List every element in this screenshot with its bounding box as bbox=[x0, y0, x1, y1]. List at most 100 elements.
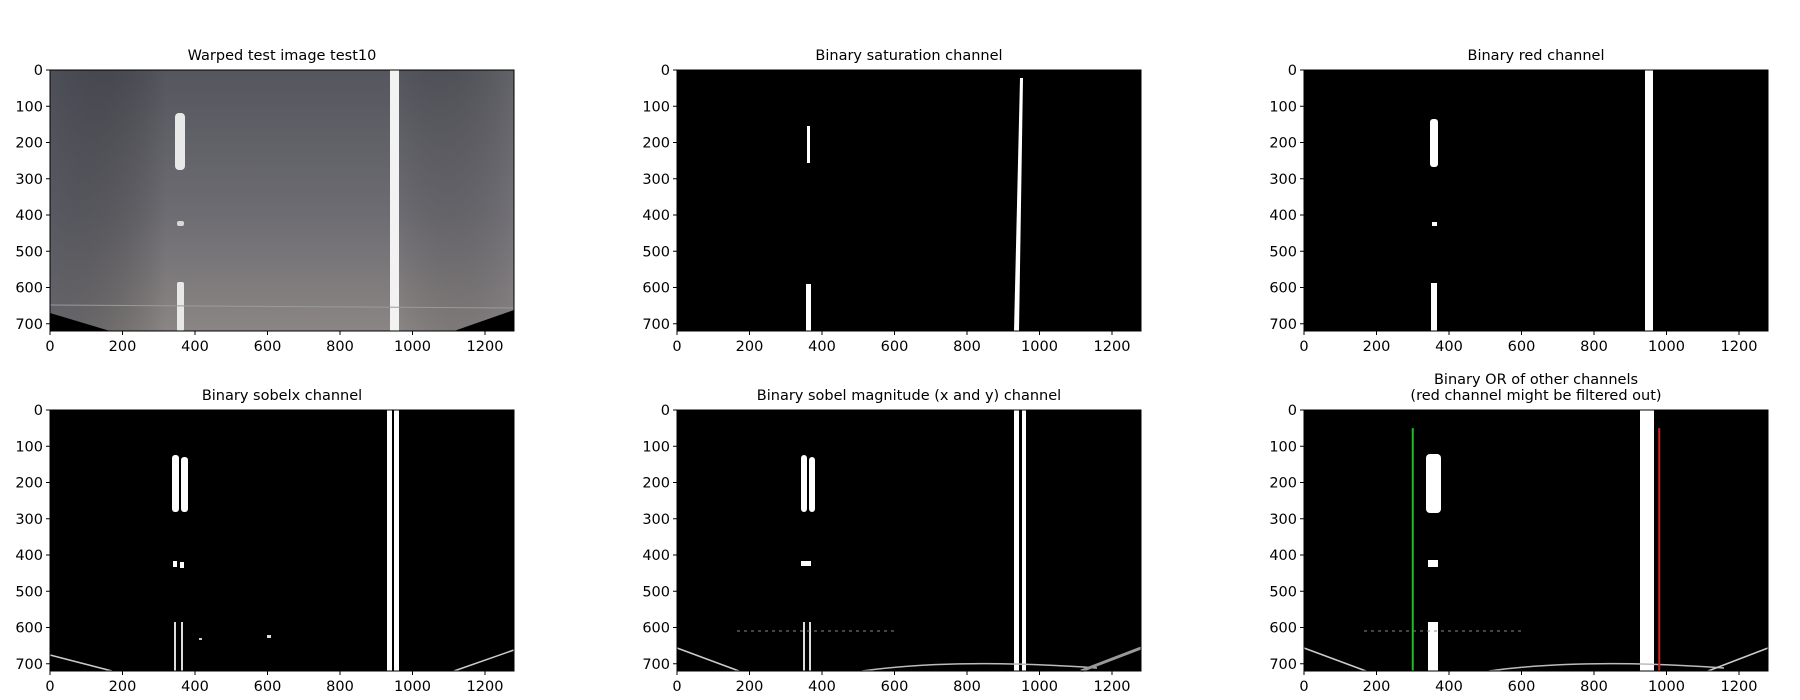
panel-red: Binary red channel 0 200 400 600 800 1000 1200… bbox=[1269, 48, 1769, 355]
x-tick-label: 1200 bbox=[1721, 339, 1758, 355]
hood-edge bbox=[1488, 662, 1725, 672]
y-tick-label: 300 bbox=[15, 512, 43, 528]
axes-frame bbox=[49, 69, 515, 332]
y-tick-label: 500 bbox=[15, 584, 43, 600]
y-tick-label: 0 bbox=[1288, 63, 1297, 79]
y-tick-label: 100 bbox=[642, 99, 670, 115]
edge-pixels bbox=[809, 457, 815, 512]
y-tick-label: 0 bbox=[661, 403, 670, 419]
x-tick-label: 600 bbox=[881, 679, 909, 695]
warp-corner-left bbox=[50, 313, 110, 331]
y-tick-label: 200 bbox=[1269, 136, 1297, 152]
y-tick-label: 700 bbox=[15, 657, 43, 673]
x-tick-label: 1000 bbox=[1648, 679, 1685, 695]
x-tick-label: 200 bbox=[1363, 339, 1391, 355]
y-tick-label: 300 bbox=[642, 172, 670, 188]
y-tick-label: 0 bbox=[34, 63, 43, 79]
x-tick-label: 0 bbox=[1299, 339, 1308, 355]
hood-edge bbox=[861, 662, 1098, 672]
y-tick-label: 600 bbox=[15, 281, 43, 297]
panel-title: Binary sobelx channel bbox=[202, 388, 362, 404]
x-tick-label: 200 bbox=[736, 679, 764, 695]
x-tick-label: 0 bbox=[672, 679, 681, 695]
y-tick-label: 400 bbox=[15, 208, 43, 224]
binary-background bbox=[50, 410, 514, 671]
lane-dash bbox=[177, 282, 184, 331]
edge-pixels bbox=[809, 622, 811, 671]
edge-pixels bbox=[181, 622, 183, 671]
edge-pixels bbox=[1022, 410, 1026, 671]
panel-sobelmag: Binary sobel magnitude (x and y) channel… bbox=[642, 388, 1142, 695]
lane-pixels bbox=[1645, 70, 1653, 331]
road-shading bbox=[50, 70, 514, 331]
x-tick-label: 600 bbox=[254, 339, 282, 355]
x-tick-label: 400 bbox=[1435, 679, 1463, 695]
x-tick-label: 1000 bbox=[394, 679, 431, 695]
y-tick-label: 300 bbox=[1269, 512, 1297, 528]
y-tick-label: 300 bbox=[15, 172, 43, 188]
y-tick-label: 600 bbox=[15, 621, 43, 637]
edge-pixels bbox=[172, 455, 179, 512]
x-tick-label: 0 bbox=[45, 679, 54, 695]
y-tick-label: 600 bbox=[642, 281, 670, 297]
image-area bbox=[49, 409, 515, 672]
axes-frame bbox=[1303, 409, 1769, 672]
warp-edge bbox=[1080, 646, 1142, 673]
x-tick-label: 400 bbox=[1435, 339, 1463, 355]
lane-pixels bbox=[807, 126, 810, 163]
edge-pixels bbox=[199, 638, 202, 640]
y-tick-label: 400 bbox=[15, 548, 43, 564]
edge-pixels bbox=[181, 457, 188, 512]
x-tick-label: 600 bbox=[1508, 679, 1536, 695]
y-tick-label: 600 bbox=[1269, 621, 1297, 637]
x-tick-label: 200 bbox=[736, 339, 764, 355]
panel-title: Binary red channel bbox=[1468, 48, 1605, 64]
warp-edge bbox=[1707, 647, 1769, 672]
y-tick-label: 700 bbox=[642, 657, 670, 673]
lane-pixels bbox=[1426, 454, 1441, 513]
y-tick-label: 600 bbox=[1269, 281, 1297, 297]
axis-ticks: 0 200 400 600 800 1000 1200 0 100 200 300 400 500 600… bbox=[15, 403, 503, 695]
x-tick-label: 400 bbox=[808, 679, 836, 695]
edge-pixels bbox=[180, 562, 184, 568]
y-tick-label: 100 bbox=[642, 439, 670, 455]
x-tick-label: 0 bbox=[672, 339, 681, 355]
panel-title: Binary saturation channel bbox=[815, 48, 1002, 64]
warp-edge bbox=[453, 649, 515, 672]
x-tick-label: 800 bbox=[953, 339, 981, 355]
axes-frame bbox=[676, 69, 1142, 332]
binary-background bbox=[677, 70, 1141, 331]
y-tick-label: 700 bbox=[1269, 317, 1297, 333]
warp-corner-right bbox=[454, 310, 514, 331]
x-tick-label: 800 bbox=[953, 679, 981, 695]
warp-edge bbox=[676, 647, 740, 672]
y-tick-label: 400 bbox=[1269, 548, 1297, 564]
x-tick-label: 1000 bbox=[1021, 339, 1058, 355]
y-tick-label: 500 bbox=[642, 244, 670, 260]
y-tick-label: 700 bbox=[15, 317, 43, 333]
lane-line-solid bbox=[390, 70, 399, 331]
y-tick-label: 0 bbox=[34, 403, 43, 419]
x-tick-label: 200 bbox=[1363, 679, 1391, 695]
y-tick-label: 200 bbox=[1269, 476, 1297, 492]
panel-combined: Binary OR of other channels (red channel… bbox=[1269, 372, 1769, 695]
y-tick-label: 400 bbox=[642, 208, 670, 224]
panel-subtitle: (red channel might be filtered out) bbox=[1410, 388, 1661, 404]
axis-ticks: 0 200 400 600 800 1000 1200 0 100 200 300 400 500 600… bbox=[642, 63, 1130, 355]
lane-dash bbox=[177, 221, 184, 226]
axes-frame bbox=[676, 409, 1142, 672]
x-tick-label: 1200 bbox=[1094, 679, 1131, 695]
x-tick-label: 200 bbox=[109, 339, 137, 355]
x-tick-label: 600 bbox=[1508, 339, 1536, 355]
x-tick-label: 400 bbox=[181, 339, 209, 355]
image-area bbox=[676, 69, 1142, 332]
edge-pixels bbox=[394, 410, 399, 671]
y-tick-label: 400 bbox=[642, 548, 670, 564]
warp-edge bbox=[1303, 647, 1367, 672]
edge-pixels bbox=[801, 561, 811, 566]
axes-frame bbox=[1303, 69, 1769, 332]
y-tick-label: 200 bbox=[642, 476, 670, 492]
panel-title: Warped test image test10 bbox=[188, 48, 377, 64]
panel-saturation: Binary saturation channel 0 200 400 600 800 1… bbox=[642, 48, 1142, 355]
panel-warped: Warped test image test10 0 200 400 600 800 10… bbox=[15, 48, 515, 355]
